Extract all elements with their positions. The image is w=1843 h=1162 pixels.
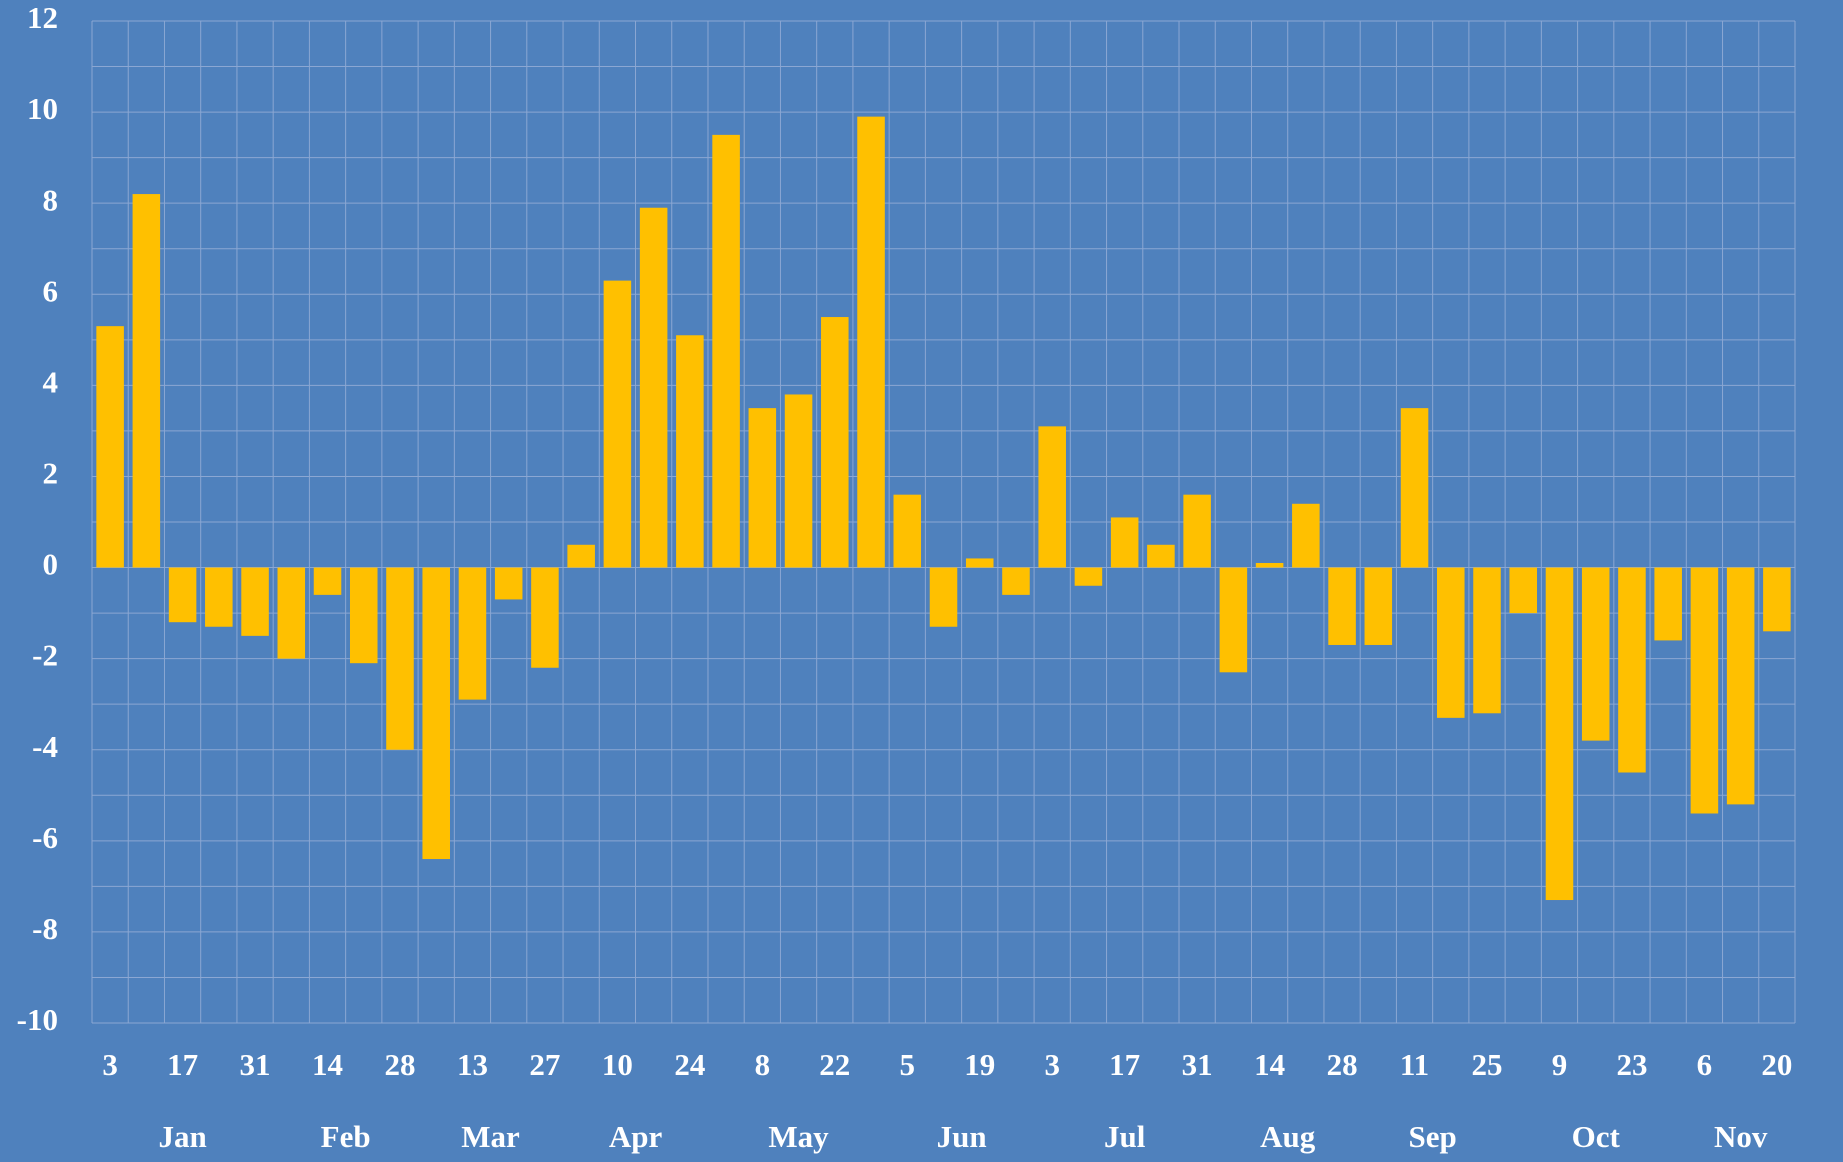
- month-label: Oct: [1572, 1119, 1621, 1154]
- x-tick-label: 19: [964, 1047, 995, 1082]
- bar: [1147, 544, 1175, 568]
- bar: [349, 567, 378, 664]
- month-label: Aug: [1260, 1119, 1316, 1154]
- bar: [965, 558, 994, 568]
- month-label: Jul: [1104, 1119, 1146, 1154]
- bar: [1726, 567, 1755, 805]
- x-tick-label: 25: [1472, 1047, 1503, 1082]
- bar: [1110, 517, 1139, 568]
- month-label: Mar: [461, 1119, 520, 1154]
- bar: [531, 567, 559, 668]
- y-tick-label: -2: [32, 638, 58, 673]
- bar: [821, 317, 849, 568]
- x-tick-label: 27: [529, 1047, 560, 1082]
- y-tick-label: -8: [32, 911, 58, 946]
- x-tick-label: 5: [900, 1047, 916, 1082]
- x-tick-label: 14: [312, 1047, 343, 1082]
- month-label: Feb: [321, 1119, 371, 1154]
- x-tick-label: 17: [1109, 1047, 1140, 1082]
- bar: [784, 394, 813, 568]
- month-label: Nov: [1714, 1119, 1768, 1154]
- x-tick-label: 10: [602, 1047, 633, 1082]
- bar: [1328, 567, 1356, 645]
- x-tick-label: 8: [755, 1047, 771, 1082]
- y-tick-label: 12: [27, 0, 58, 35]
- bar: [1292, 503, 1320, 568]
- bar: [1654, 567, 1682, 641]
- x-tick-label: 11: [1400, 1047, 1429, 1082]
- x-tick-label: 23: [1616, 1047, 1647, 1082]
- month-label: May: [768, 1119, 829, 1154]
- x-tick-label: 13: [457, 1047, 488, 1082]
- bar: [748, 408, 777, 568]
- bar: [893, 494, 922, 568]
- bar: [1183, 494, 1211, 568]
- bar: [1437, 567, 1465, 718]
- bar: [639, 207, 668, 568]
- bar: [1002, 567, 1030, 595]
- bar: [1545, 567, 1574, 901]
- bar: [1473, 567, 1501, 714]
- bar: [1364, 567, 1393, 645]
- bar: [1618, 567, 1646, 773]
- x-tick-label: 3: [1044, 1047, 1060, 1082]
- bar: [929, 567, 958, 627]
- x-tick-label: 31: [1182, 1047, 1213, 1082]
- x-tick-label: 31: [240, 1047, 271, 1082]
- x-tick-label: 9: [1552, 1047, 1568, 1082]
- bar: [494, 567, 523, 600]
- bar: [1219, 567, 1248, 673]
- bar: [676, 335, 704, 568]
- bar: [1038, 426, 1066, 568]
- month-label: Apr: [609, 1119, 663, 1154]
- bar: [132, 194, 161, 568]
- x-tick-label: 6: [1697, 1047, 1713, 1082]
- y-tick-label: 4: [43, 364, 59, 399]
- x-tick-label: 20: [1761, 1047, 1792, 1082]
- x-tick-label: 22: [819, 1047, 850, 1082]
- bar: [1255, 562, 1284, 568]
- bar: [277, 567, 306, 659]
- bar: [1400, 408, 1429, 568]
- y-tick-label: 2: [43, 456, 59, 491]
- bar: [1690, 567, 1719, 814]
- bar: [567, 544, 595, 568]
- y-tick-label: -4: [32, 729, 58, 764]
- bar: [386, 567, 414, 750]
- bar: [205, 567, 233, 627]
- y-tick-label: 10: [27, 91, 58, 126]
- bar: [168, 567, 197, 623]
- y-tick-label: 0: [43, 547, 59, 582]
- y-tick-label: 8: [43, 182, 59, 217]
- bar: [1581, 567, 1610, 741]
- bar: [458, 567, 487, 700]
- x-tick-label: 28: [1327, 1047, 1358, 1082]
- month-label: Jan: [158, 1119, 206, 1154]
- bar: [603, 280, 632, 568]
- bar: [857, 116, 885, 568]
- bar: [1074, 567, 1103, 586]
- bar: [313, 567, 342, 595]
- month-label: Sep: [1409, 1119, 1457, 1154]
- bar: [712, 134, 740, 568]
- bar: [1763, 567, 1791, 632]
- bar: [241, 567, 269, 636]
- x-tick-label: 24: [674, 1047, 705, 1082]
- x-tick-label: 3: [102, 1047, 118, 1082]
- bar: [96, 326, 124, 568]
- x-tick-label: 14: [1254, 1047, 1285, 1082]
- y-tick-label: -6: [32, 820, 58, 855]
- x-tick-label: 17: [167, 1047, 198, 1082]
- month-label: Jun: [937, 1119, 987, 1154]
- y-tick-label: 6: [43, 273, 59, 308]
- x-tick-label: 28: [384, 1047, 415, 1082]
- y-tick-label: -10: [17, 1002, 58, 1037]
- bar: [1509, 567, 1538, 614]
- bar: [422, 567, 450, 860]
